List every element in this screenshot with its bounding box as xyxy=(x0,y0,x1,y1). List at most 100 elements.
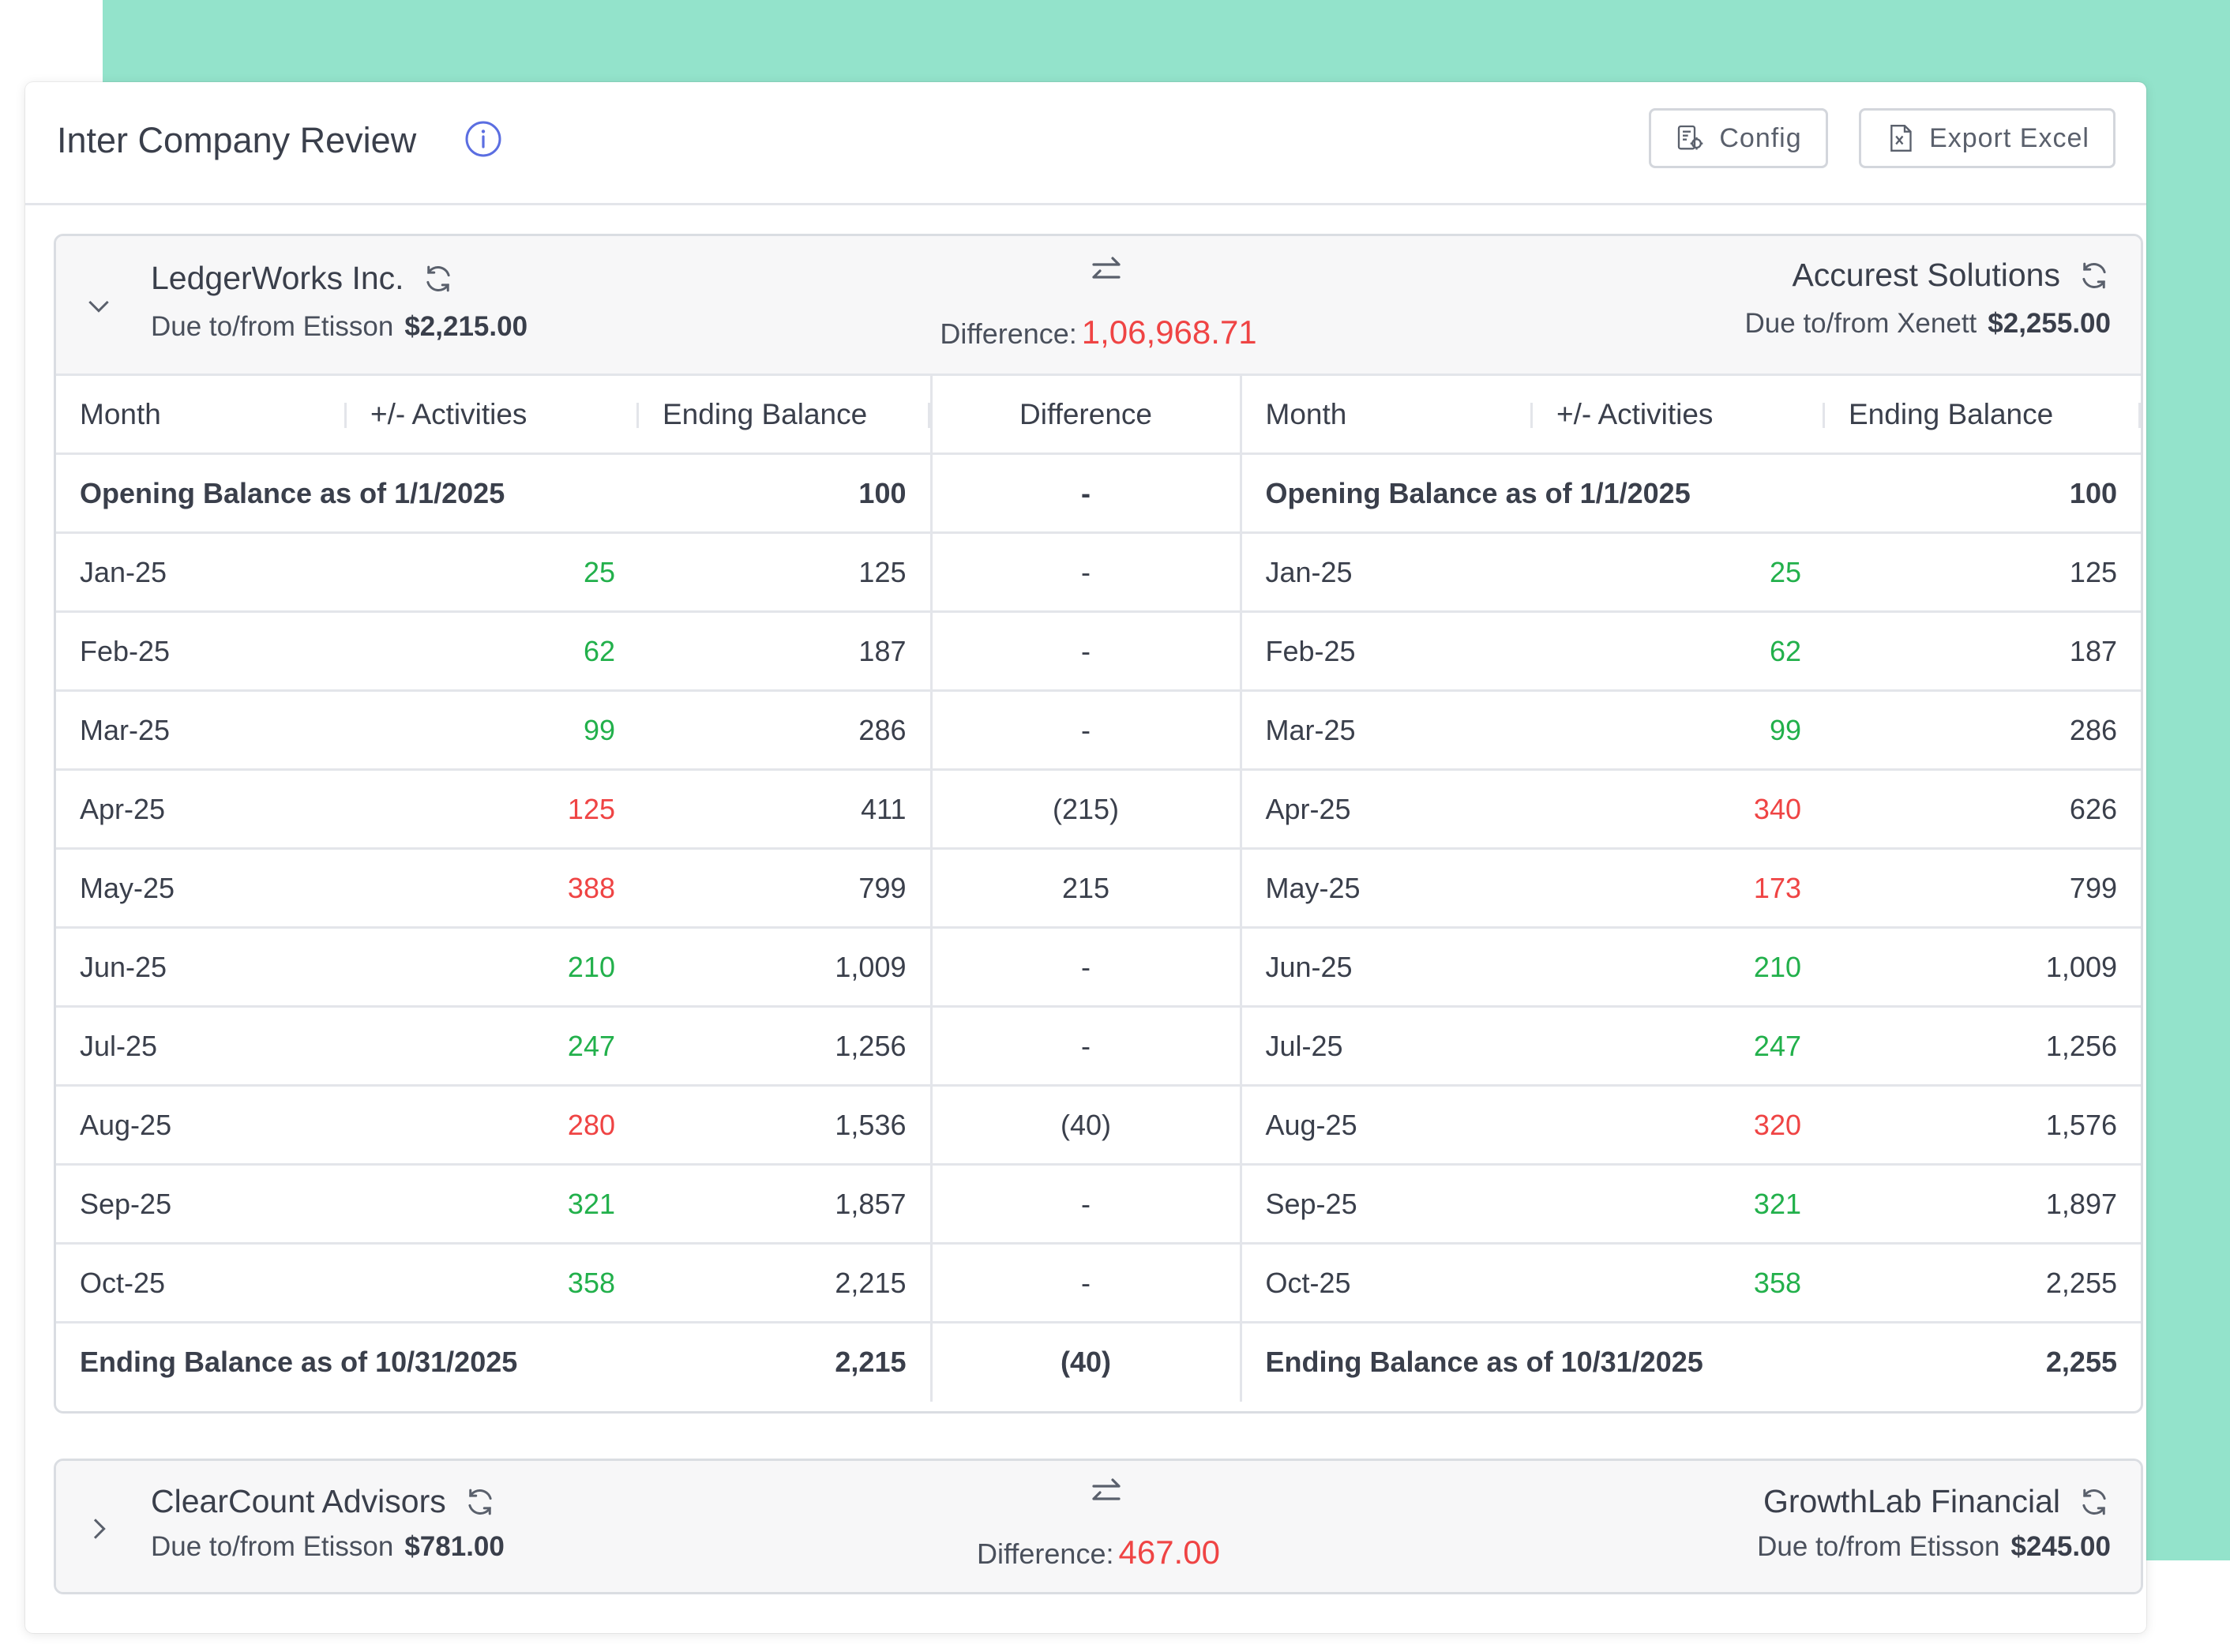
column-header-month[interactable]: Month xyxy=(1239,374,1533,454)
opening-difference: - xyxy=(929,452,1241,533)
month-cell: Jan-25 xyxy=(56,531,347,612)
difference-cell: 215 xyxy=(929,847,1241,928)
table-row: May-25 388 799 215 May-25 173 799 xyxy=(56,847,2141,928)
left-activity-cell: 247 xyxy=(347,1005,639,1086)
right-due-amount: $2,255.00 xyxy=(1988,308,2111,339)
opening-right-balance: 100 xyxy=(1825,452,2141,533)
right-due-label: Due to/from Etisson xyxy=(1757,1531,2000,1562)
right-ending-balance-cell: 626 xyxy=(1825,768,2141,849)
left-ending-balance-cell: 1,857 xyxy=(639,1163,931,1244)
opening-balance-row: Opening Balance as of 1/1/2025 100 - Ope… xyxy=(56,452,2141,533)
right-activity-cell: 62 xyxy=(1533,610,1825,691)
right-due-label: Due to/from Xenett xyxy=(1744,308,1977,339)
swap-arrows-icon[interactable] xyxy=(1087,252,1125,290)
info-icon[interactable] xyxy=(464,120,502,158)
right-activity-cell: 173 xyxy=(1533,847,1825,928)
opening-label: Opening Balance as of 1/1/2025 xyxy=(56,452,639,533)
column-header-activities[interactable]: +/- Activities xyxy=(1533,374,1825,454)
table-row: Apr-25 125 411 (215) Apr-25 340 626 xyxy=(56,768,2141,849)
right-activity-cell: 320 xyxy=(1533,1084,1825,1165)
reconciliation-table: Month +/- Activities Ending Balance Diff… xyxy=(56,374,2141,1402)
left-ending-balance-cell: 286 xyxy=(639,689,931,770)
month-cell: Oct-25 xyxy=(1239,1242,1533,1323)
month-cell: Jun-25 xyxy=(56,926,347,1007)
difference-label: Difference: xyxy=(977,1537,1114,1570)
left-activity-cell: 62 xyxy=(347,610,639,691)
month-cell: Sep-25 xyxy=(56,1163,347,1244)
right-ending-balance-cell: 1,256 xyxy=(1825,1005,2141,1086)
column-header-ending-balance[interactable]: Ending Balance xyxy=(1825,374,2141,454)
left-ending-balance-cell: 187 xyxy=(639,610,931,691)
difference-cell: - xyxy=(929,689,1241,770)
group-header[interactable]: LedgerWorks Inc. Due to/from Etisson $2,2… xyxy=(56,236,2141,374)
left-ending-balance-cell: 2,215 xyxy=(639,1242,931,1323)
right-entity-name: GrowthLab Financial xyxy=(1763,1483,2060,1519)
left-activity-cell: 99 xyxy=(347,689,639,770)
column-header-activities[interactable]: +/- Activities xyxy=(347,374,639,454)
entity-pair-group: ClearCount Advisors Due to/from Etisson $… xyxy=(54,1459,2143,1594)
right-ending-balance-cell: 1,009 xyxy=(1825,926,2141,1007)
refresh-icon[interactable] xyxy=(464,1485,497,1519)
refresh-icon[interactable] xyxy=(2078,1485,2111,1519)
month-cell: May-25 xyxy=(56,847,347,928)
month-cell: Aug-25 xyxy=(1239,1084,1533,1165)
chevron-right-icon[interactable] xyxy=(83,1513,115,1545)
difference-summary: Difference: 1,06,968.71 xyxy=(56,314,2141,351)
difference-cell: - xyxy=(929,1005,1241,1086)
left-activity-cell: 321 xyxy=(347,1163,639,1244)
right-activity-cell: 210 xyxy=(1533,926,1825,1007)
left-entity-name: LedgerWorks Inc. xyxy=(151,260,404,296)
difference-cell: - xyxy=(929,1242,1241,1323)
column-header-difference[interactable]: Difference xyxy=(929,374,1241,454)
month-cell: May-25 xyxy=(1239,847,1533,928)
left-ending-balance-cell: 799 xyxy=(639,847,931,928)
left-ending-balance-cell: 1,009 xyxy=(639,926,931,1007)
left-activity-cell: 210 xyxy=(347,926,639,1007)
left-ending-balance-cell: 1,256 xyxy=(639,1005,931,1086)
excel-icon xyxy=(1890,125,1912,152)
column-header-month[interactable]: Month xyxy=(56,374,347,454)
left-activity-cell: 280 xyxy=(347,1084,639,1165)
month-cell: Jun-25 xyxy=(1239,926,1533,1007)
group-header[interactable]: ClearCount Advisors Due to/from Etisson $… xyxy=(56,1461,2141,1592)
right-ending-balance-cell: 187 xyxy=(1825,610,2141,691)
left-ending-balance-cell: 125 xyxy=(639,531,931,612)
config-label: Config xyxy=(1719,122,1802,153)
ending-right-label: Ending Balance as of 10/31/2025 xyxy=(1239,1321,1825,1402)
month-cell: Feb-25 xyxy=(1239,610,1533,691)
left-due-amount: $781.00 xyxy=(404,1531,505,1562)
column-header-ending-balance[interactable]: Ending Balance xyxy=(639,374,931,454)
page-title: Inter Company Review xyxy=(57,120,417,160)
refresh-icon[interactable] xyxy=(422,262,455,295)
difference-value: 467.00 xyxy=(1118,1534,1220,1571)
table-row: Aug-25 280 1,536 (40) Aug-25 320 1,576 xyxy=(56,1084,2141,1165)
difference-label: Difference: xyxy=(940,317,1077,350)
swap-arrows-icon[interactable] xyxy=(1087,1474,1125,1511)
refresh-icon[interactable] xyxy=(2078,259,2111,292)
table-row: Jul-25 247 1,256- Jul-25 247 1,256 xyxy=(56,1005,2141,1086)
export-excel-button[interactable]: Export Excel xyxy=(1859,108,2115,168)
left-entity-name: ClearCount Advisors xyxy=(151,1483,446,1519)
difference-cell: - xyxy=(929,926,1241,1007)
inter-company-review-card: Inter Company Review Config Export Excel xyxy=(25,82,2146,1633)
right-ending-balance-cell: 125 xyxy=(1825,531,2141,612)
month-cell: Aug-25 xyxy=(56,1084,347,1165)
month-cell: Feb-25 xyxy=(56,610,347,691)
table-row: Feb-25 62 187- Feb-25 62 187 xyxy=(56,610,2141,691)
month-cell: Jul-25 xyxy=(56,1005,347,1086)
left-activity-cell: 125 xyxy=(347,768,639,849)
month-cell: Jul-25 xyxy=(1239,1005,1533,1086)
table-row: Sep-25 321 1,857- Sep-25 321 1,897 xyxy=(56,1163,2141,1244)
config-button[interactable]: Config xyxy=(1649,108,1828,168)
left-activity-cell: 388 xyxy=(347,847,639,928)
export-excel-label: Export Excel xyxy=(1929,122,2089,153)
ending-label: Ending Balance as of 10/31/2025 xyxy=(56,1321,639,1402)
card-header: Inter Company Review Config Export Excel xyxy=(25,82,2146,205)
chevron-down-icon[interactable] xyxy=(83,290,115,321)
left-ending-balance-cell: 411 xyxy=(639,768,931,849)
ending-balance-row: Ending Balance as of 10/31/2025 2,215 (4… xyxy=(56,1321,2141,1402)
table-row: Mar-25 99 286- Mar-25 99 286 xyxy=(56,689,2141,770)
table-row: Oct-25 358 2,215- Oct-25 358 2,255 xyxy=(56,1242,2141,1323)
right-ending-balance-cell: 2,255 xyxy=(1825,1242,2141,1323)
right-due-amount: $245.00 xyxy=(2010,1531,2111,1562)
